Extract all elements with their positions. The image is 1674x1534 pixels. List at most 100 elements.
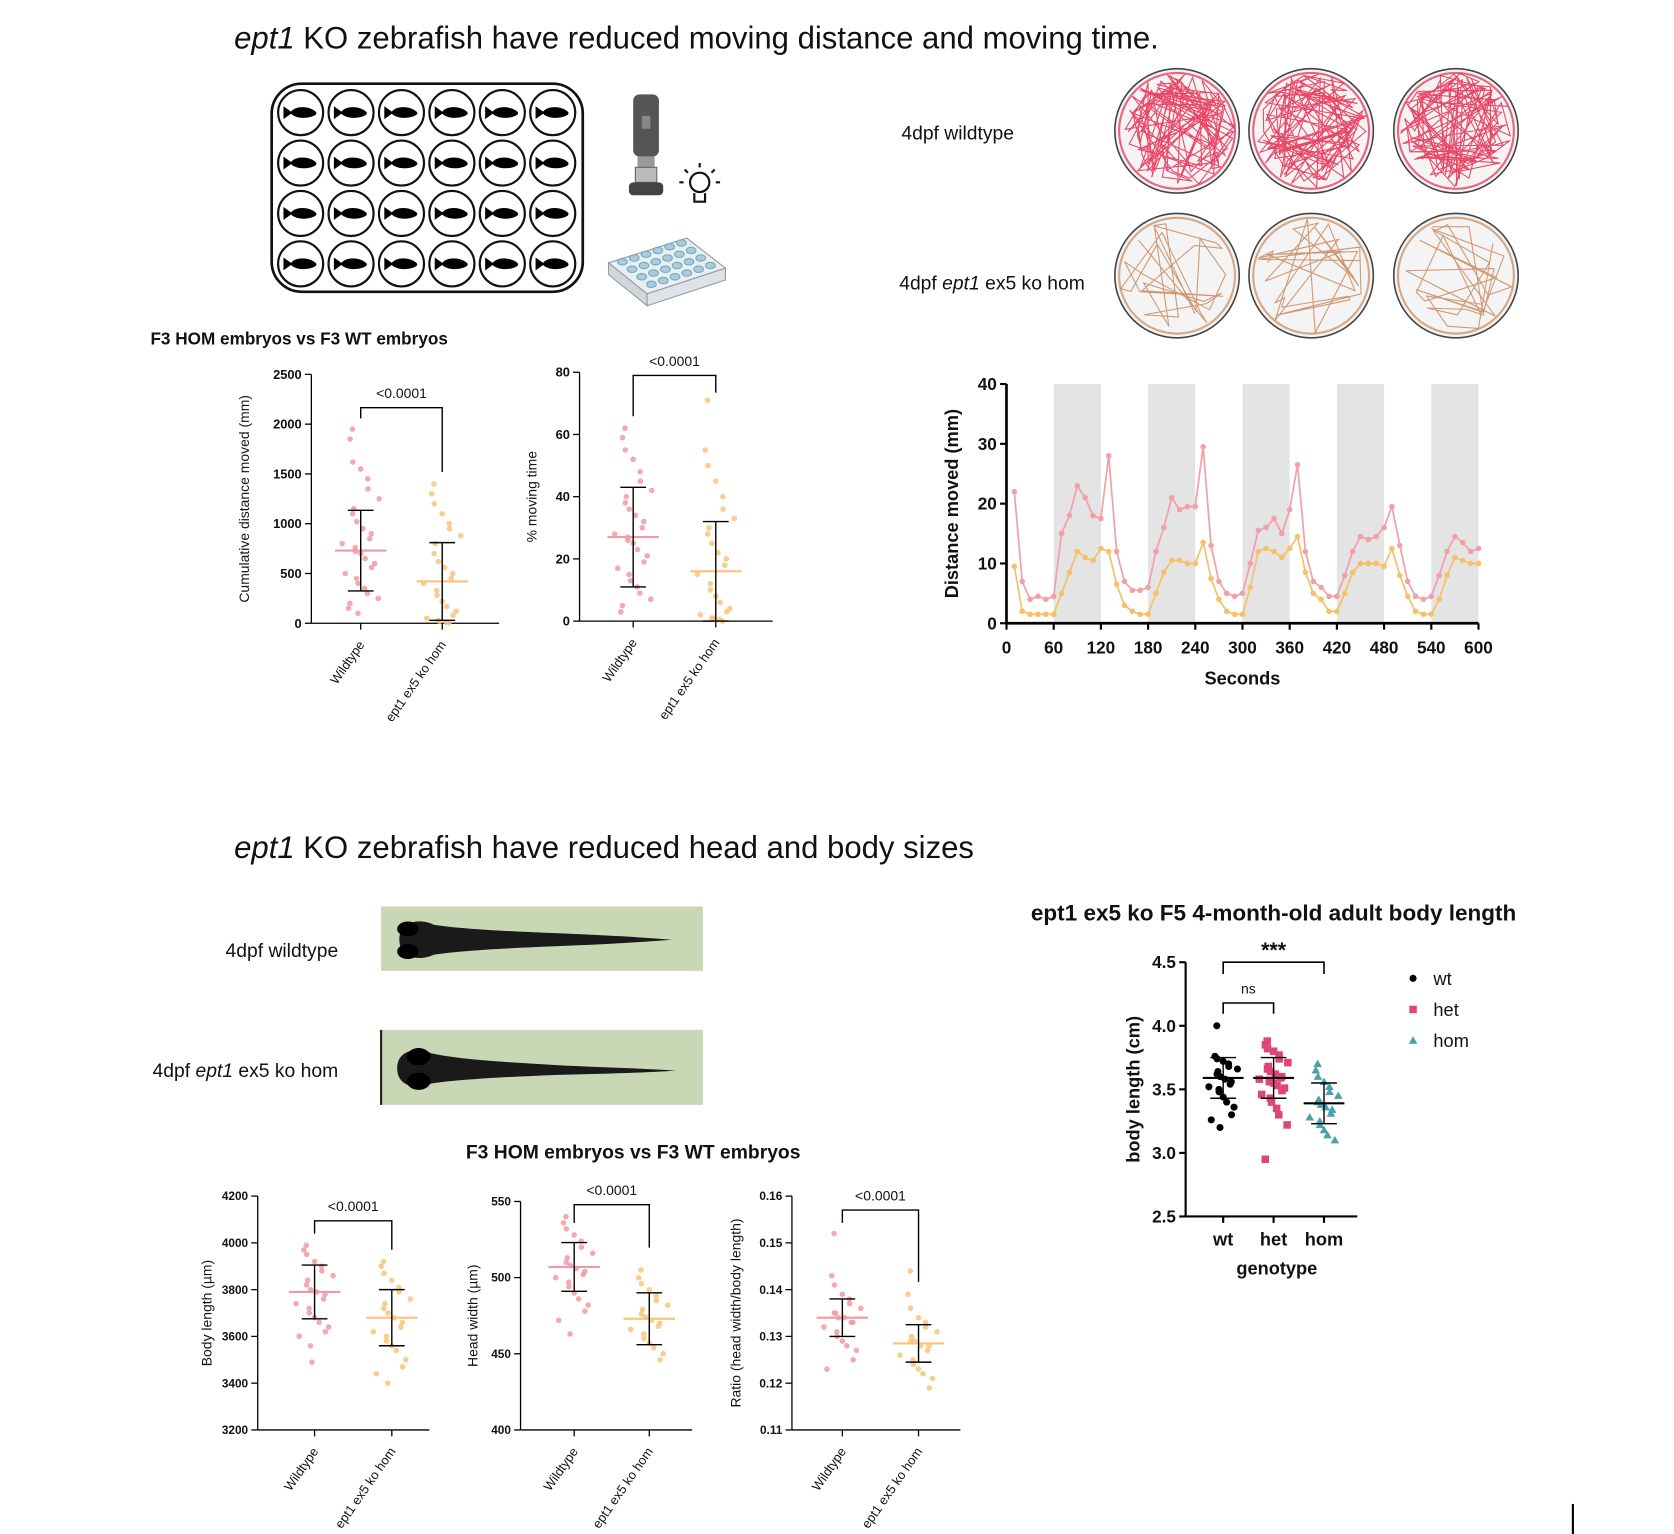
data-point <box>364 476 371 482</box>
data-point <box>342 570 349 577</box>
arena-rim <box>1118 216 1237 335</box>
data-point <box>1315 1116 1325 1125</box>
data-point <box>1313 1072 1323 1080</box>
data-point <box>1275 1111 1283 1119</box>
data-point <box>697 612 704 618</box>
y-tick-label: 0.11 <box>760 1423 783 1437</box>
data-point <box>831 1282 838 1288</box>
data-point <box>1027 611 1033 618</box>
data-point <box>1161 524 1167 531</box>
data-point <box>1365 536 1372 543</box>
x-tick-label: Wildtype <box>327 638 368 687</box>
y-axis-title: Ratio (head width/body length) <box>727 1218 743 1407</box>
data-point <box>1043 611 1049 618</box>
data-point <box>1397 572 1403 579</box>
data-point <box>1318 584 1324 591</box>
data-point <box>1357 560 1364 567</box>
data-point <box>1389 503 1395 510</box>
data-point <box>339 540 346 547</box>
data-point <box>653 1293 660 1299</box>
data-point <box>915 1366 922 1372</box>
data-point <box>1035 593 1041 600</box>
y-tick-label: 3400 <box>222 1376 249 1390</box>
y-tick-label: 4200 <box>222 1189 249 1203</box>
data-point <box>1265 1077 1274 1086</box>
data-point <box>694 571 701 578</box>
data-point <box>1200 444 1206 450</box>
data-point <box>301 1247 307 1253</box>
data-point <box>1397 542 1403 549</box>
data-point <box>349 426 356 432</box>
data-point <box>1153 590 1159 597</box>
data-point <box>720 506 726 512</box>
mini-well <box>660 265 671 274</box>
data-point <box>858 1305 864 1312</box>
data-point <box>660 1350 667 1357</box>
mini-well <box>626 265 638 274</box>
data-point <box>1310 590 1317 597</box>
mini-well <box>662 254 673 262</box>
arena-rim <box>1396 71 1515 190</box>
data-point <box>1428 593 1435 600</box>
data-point <box>639 524 645 531</box>
data-point <box>623 493 630 500</box>
data-point <box>1239 590 1246 597</box>
data-point <box>1247 560 1254 567</box>
data-point <box>731 515 738 522</box>
data-point <box>303 1242 310 1248</box>
trajectory-images <box>1114 67 1519 339</box>
data-point <box>330 1272 336 1279</box>
data-point <box>627 577 634 584</box>
significance-bracket <box>841 1209 920 1282</box>
data-point <box>705 462 711 469</box>
data-point <box>1223 608 1230 615</box>
mini-well <box>673 250 685 258</box>
data-point <box>1318 596 1324 603</box>
light-period <box>1431 384 1479 624</box>
y-tick-label: 40 <box>978 374 997 394</box>
label-text: 4dpf <box>153 1061 191 1082</box>
light-period <box>1053 384 1101 624</box>
data-point <box>589 1250 596 1257</box>
data-point <box>1326 593 1332 600</box>
data-point <box>1263 1037 1271 1045</box>
mini-well <box>648 269 659 277</box>
larva <box>397 1050 677 1087</box>
y-tick-label: 4000 <box>222 1236 249 1250</box>
data-point <box>640 518 647 525</box>
data-point <box>828 1272 835 1279</box>
mini-well <box>681 269 693 277</box>
data-point <box>1315 1120 1325 1129</box>
data-point <box>920 1371 926 1377</box>
fish-icon <box>434 156 468 170</box>
data-point <box>450 612 456 619</box>
data-point <box>1247 584 1254 591</box>
fish-icon <box>434 207 468 220</box>
data-point <box>1428 611 1435 618</box>
data-point <box>619 434 626 441</box>
data-point <box>564 1255 571 1261</box>
mini-well <box>693 265 704 274</box>
fish-icon <box>535 257 569 271</box>
data-point <box>1467 560 1474 567</box>
data-point <box>393 1347 400 1354</box>
y-tick-label: 450 <box>491 1347 511 1361</box>
data-point <box>368 530 375 537</box>
data-point <box>571 1232 577 1238</box>
data-point <box>1228 1111 1236 1119</box>
data-point <box>910 1357 916 1363</box>
data-point <box>1273 1081 1281 1090</box>
data-point <box>1213 1055 1221 1063</box>
data-point <box>350 459 356 465</box>
title-text: KO zebrafish have reduced moving distanc… <box>303 20 1159 55</box>
data-point <box>1121 578 1128 585</box>
plate-side <box>646 267 726 307</box>
x-tick-label: 540 <box>1417 637 1446 657</box>
data-point <box>1269 1047 1278 1055</box>
data-point <box>1310 578 1317 585</box>
y-tick-label: 0 <box>295 616 302 631</box>
data-point <box>846 1300 853 1307</box>
larva-eye <box>397 921 419 937</box>
data-point <box>319 1268 325 1274</box>
subtitle: F3 HOM embryos vs F3 WT embryos <box>150 328 447 348</box>
